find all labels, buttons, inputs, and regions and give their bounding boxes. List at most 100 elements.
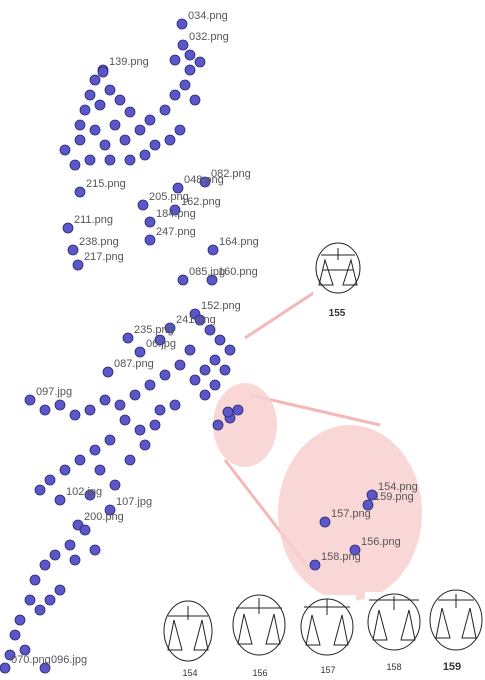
point (222, 406, 234, 418)
point-label: 205.png (149, 191, 189, 203)
point (139, 439, 151, 451)
thumbnail-caption: 158 (386, 662, 401, 672)
point (69, 159, 81, 171)
point-label: 048.png (184, 174, 224, 186)
thumbnail-caption: 154 (182, 668, 197, 678)
point-label: 162.png (181, 196, 221, 208)
thumbnail-caption: 159 (443, 661, 461, 673)
point (114, 94, 126, 106)
point (59, 464, 71, 476)
point (199, 176, 211, 188)
point (74, 454, 86, 466)
point (179, 79, 191, 91)
point (149, 419, 161, 431)
point (59, 144, 71, 156)
point (154, 404, 166, 416)
point (109, 479, 121, 491)
point (232, 404, 244, 416)
point (189, 374, 201, 386)
point-label: 235.png (134, 324, 174, 336)
point (124, 154, 136, 166)
point (54, 494, 66, 506)
point-label: 087.png (114, 358, 154, 370)
point-label: 158.png (321, 551, 361, 563)
point (54, 584, 66, 596)
point (134, 346, 146, 358)
point (214, 334, 226, 346)
point-label: 211.png (74, 214, 113, 226)
point (94, 464, 106, 476)
point-label: 032.png (189, 31, 229, 43)
point (54, 399, 66, 411)
point (104, 434, 116, 446)
point (319, 516, 331, 528)
point (144, 234, 156, 246)
point (174, 359, 186, 371)
point (144, 216, 156, 228)
point (69, 554, 81, 566)
thumbnail-caption: 155 (329, 308, 346, 319)
point (4, 649, 16, 661)
point (74, 134, 86, 146)
point (199, 364, 211, 376)
point (39, 559, 51, 571)
point (29, 574, 41, 586)
thumbnail-caption: 157 (320, 665, 335, 675)
point (99, 394, 111, 406)
point-label: 085.jpg (189, 266, 225, 278)
point (109, 119, 121, 131)
point (74, 186, 86, 198)
point (89, 444, 101, 456)
point (94, 99, 106, 111)
point (19, 644, 31, 656)
point (169, 204, 181, 216)
point-label: 217.png (84, 251, 124, 263)
point-label: 107.jpg (116, 496, 152, 508)
point (129, 389, 141, 401)
point (164, 322, 176, 334)
point (14, 614, 26, 626)
point-label: 152.png (201, 300, 241, 312)
point (209, 354, 221, 366)
point (67, 244, 79, 256)
point-label: 096.jpg (51, 654, 87, 666)
point (137, 199, 149, 211)
point (209, 379, 221, 391)
point (104, 154, 116, 166)
point (34, 484, 46, 496)
point-label: 215.png (86, 178, 126, 190)
point-label: 06.jpg (146, 338, 176, 350)
point (122, 332, 134, 344)
point (84, 154, 96, 166)
point (84, 489, 96, 501)
point (199, 389, 211, 401)
point-label: 082.png (211, 168, 251, 180)
point (39, 404, 51, 416)
point (144, 379, 156, 391)
point (184, 64, 196, 76)
point (366, 489, 378, 501)
point (0, 662, 11, 674)
point-label: 241.png (176, 314, 216, 326)
point (49, 549, 61, 561)
point (144, 114, 156, 126)
point (84, 89, 96, 101)
point (24, 394, 36, 406)
point (104, 504, 116, 516)
point (207, 244, 219, 256)
point (24, 594, 36, 606)
point (69, 409, 81, 421)
point (114, 399, 126, 411)
point (362, 499, 374, 511)
point (172, 182, 184, 194)
point-label: 154.png (378, 481, 418, 493)
point (99, 139, 111, 151)
point (169, 399, 181, 411)
point (97, 66, 109, 78)
point (194, 314, 206, 326)
point (164, 134, 176, 146)
point (72, 259, 84, 271)
point (84, 404, 96, 416)
point (39, 662, 51, 674)
